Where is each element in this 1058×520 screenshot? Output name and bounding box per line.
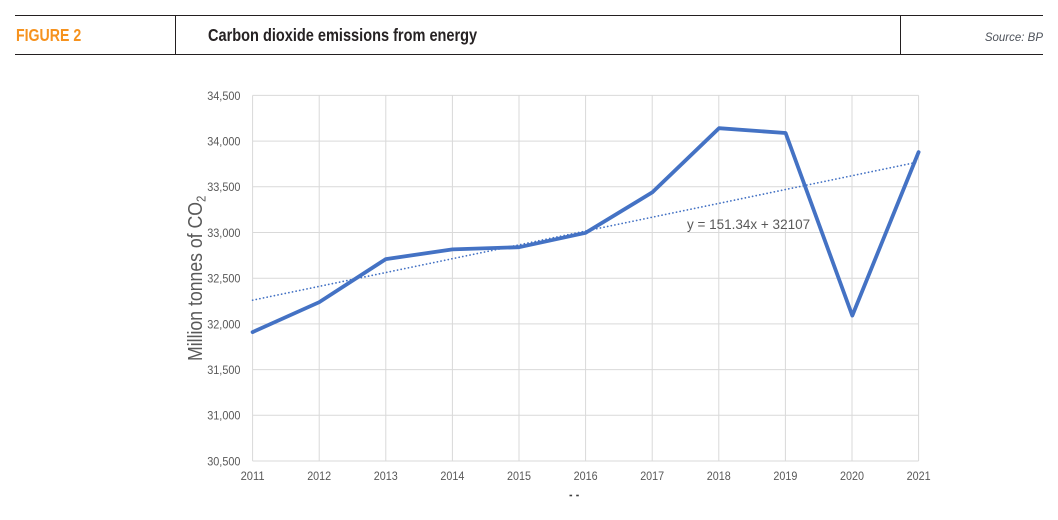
svg-text:2018: 2018 [707, 470, 731, 483]
svg-text:2014: 2014 [440, 470, 465, 483]
svg-text:2017: 2017 [640, 470, 664, 483]
svg-text:32,500: 32,500 [207, 272, 241, 286]
svg-text:34,500: 34,500 [207, 89, 241, 103]
svg-text:2011: 2011 [241, 470, 265, 483]
svg-text:33,000: 33,000 [207, 226, 241, 240]
svg-text:2015: 2015 [507, 470, 531, 483]
svg-text:30,500: 30,500 [207, 454, 241, 468]
svg-text:32,000: 32,000 [207, 317, 241, 331]
svg-text:31,000: 31,000 [207, 409, 241, 423]
svg-text:31,500: 31,500 [207, 363, 241, 377]
svg-text:34,000: 34,000 [207, 134, 241, 148]
svg-text:2021: 2021 [907, 470, 931, 483]
svg-text:2019: 2019 [773, 470, 797, 483]
svg-text:2020: 2020 [840, 470, 864, 483]
svg-text:2016: 2016 [574, 470, 598, 483]
svg-text:33,500: 33,500 [207, 180, 241, 194]
svg-text:2012: 2012 [307, 470, 331, 483]
svg-text:Million tonnes of CO2: Million tonnes of CO2 [184, 195, 209, 361]
svg-text:y = 151.34x + 32107: y = 151.34x + 32107 [687, 217, 810, 232]
svg-text:2013: 2013 [374, 470, 398, 483]
